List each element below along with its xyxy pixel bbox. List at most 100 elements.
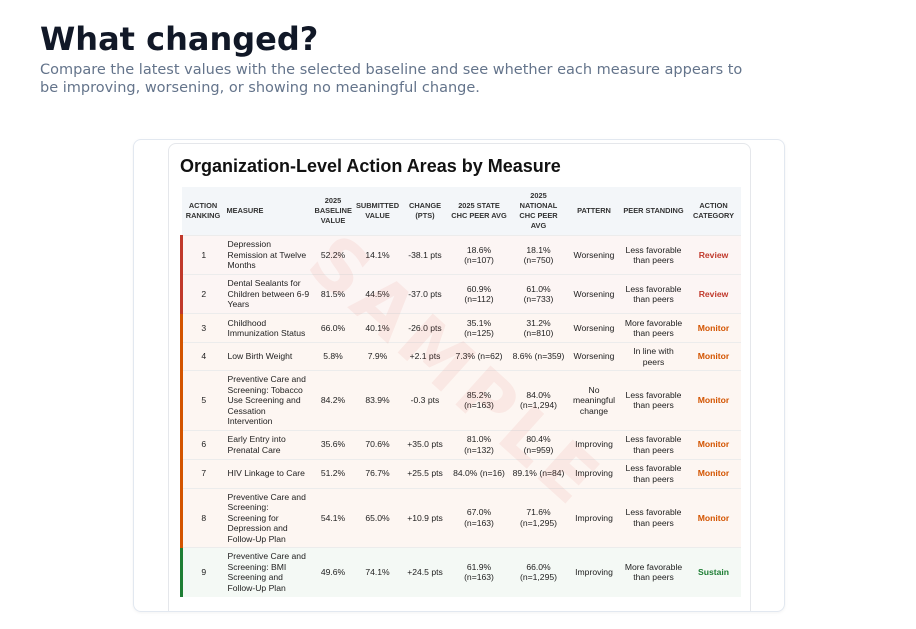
- table-cell: 40.1%: [353, 313, 402, 343]
- report-frame: Organization-Level Action Areas by Measu…: [133, 139, 785, 612]
- table-cell: 7: [180, 458, 225, 488]
- table-cell: Less favorable than peers: [620, 370, 687, 430]
- table-cell: 61.0% (n=733): [509, 274, 568, 314]
- action-category: Monitor: [686, 458, 741, 488]
- table-cell: 8: [180, 487, 225, 548]
- table-cell: +25.5 pts: [401, 458, 449, 488]
- table-cell: 7.9%: [353, 342, 402, 371]
- table-cell: 80.4% (n=959): [509, 429, 568, 459]
- card-title: Organization-Level Action Areas by Measu…: [180, 156, 561, 176]
- column-header: 2025 STATE CHC PEER AVG: [448, 187, 510, 236]
- column-header: CHANGE (PTS): [401, 187, 449, 236]
- action-category: Monitor: [686, 342, 741, 371]
- table-cell: 35.1% (n=125): [448, 313, 510, 343]
- header-row: ACTION RANKING MEASURE 2025 BASELINE VALUE…: [181, 187, 741, 236]
- table-cell: 89.1% (n=84): [509, 458, 568, 488]
- table-cell: Improving: [567, 547, 621, 597]
- table-cell: Worsening: [567, 342, 621, 371]
- table-cell: Less favorable than peers: [620, 458, 687, 488]
- table-cell: -37.0 pts: [401, 274, 449, 314]
- table-cell: 5.8%: [312, 342, 354, 371]
- table-cell: Preventive Care and Screening: Screening…: [224, 487, 313, 548]
- column-header: 2025 NATIONAL CHC PEER AVG: [509, 187, 568, 236]
- table-cell: HIV Linkage to Care: [224, 458, 313, 488]
- table-cell: 71.6% (n=1,295): [509, 487, 568, 548]
- table-cell: Childhood Immunization Status: [224, 313, 313, 343]
- column-header: PEER STANDING: [620, 187, 687, 236]
- table-cell: 7.3% (n=62): [448, 342, 510, 371]
- table-cell: 84.2%: [312, 370, 354, 430]
- column-header: PATTERN: [567, 187, 621, 236]
- table-cell: 85.2% (n=163): [448, 370, 510, 430]
- table-cell: 8.6% (n=359): [509, 342, 568, 371]
- action-category: Monitor: [686, 487, 741, 548]
- table-cell: Improving: [567, 458, 621, 488]
- table-row: 7 HIV Linkage to Care 51.2% 76.7% +25.5 pts 8…: [180, 458, 741, 488]
- table-cell: Dental Sealants for Children between 6-9…: [224, 274, 313, 314]
- table-cell: 81.5%: [312, 274, 354, 314]
- table-cell: More favorable than peers: [620, 313, 687, 343]
- table-cell: -26.0 pts: [401, 313, 449, 343]
- table-cell: 67.0% (n=163): [448, 487, 510, 548]
- table-cell: 2: [180, 274, 225, 314]
- table-cell: 4: [180, 342, 225, 371]
- table-cell: 9: [180, 547, 225, 597]
- page-title: What changed?: [40, 20, 319, 58]
- table-cell: 70.6%: [353, 429, 402, 459]
- table-cell: 35.6%: [312, 429, 354, 459]
- action-category: Review: [686, 235, 741, 275]
- table-row: 6 Early Entry into Prenatal Care 35.6% 70.6…: [180, 429, 741, 459]
- table-cell: 49.6%: [312, 547, 354, 597]
- table-cell: 18.6% (n=107): [448, 235, 510, 275]
- table-cell: 84.0% (n=16): [448, 458, 510, 488]
- column-header: 2025 BASELINE VALUE: [312, 187, 354, 236]
- table-cell: 54.1%: [312, 487, 354, 548]
- action-category: Monitor: [686, 429, 741, 459]
- table-cell: 3: [180, 313, 225, 343]
- column-header: SUBMITTED VALUE: [353, 187, 402, 236]
- table-cell: Less favorable than peers: [620, 274, 687, 314]
- table-cell: 44.5%: [353, 274, 402, 314]
- table-cell: -38.1 pts: [401, 235, 449, 275]
- table-cell: Low Birth Weight: [224, 342, 313, 371]
- table-cell: 83.9%: [353, 370, 402, 430]
- action-category: Monitor: [686, 313, 741, 343]
- table-cell: In line with peers: [620, 342, 687, 371]
- table-cell: 52.2%: [312, 235, 354, 275]
- table-cell: 14.1%: [353, 235, 402, 275]
- table-cell: 66.0% (n=1,295): [509, 547, 568, 597]
- table-cell: Depression Remission at Twelve Months: [224, 235, 313, 275]
- table-cell: 74.1%: [353, 547, 402, 597]
- table-cell: Early Entry into Prenatal Care: [224, 429, 313, 459]
- action-category: Monitor: [686, 370, 741, 430]
- table-body: 1 Depression Remission at Twelve Months 52…: [180, 235, 741, 597]
- table-row: 4 Low Birth Weight 5.8% 7.9% +2.1 pts 7.3% (n…: [180, 342, 741, 371]
- table-cell: +2.1 pts: [401, 342, 449, 371]
- table-cell: 65.0%: [353, 487, 402, 548]
- table-cell: 51.2%: [312, 458, 354, 488]
- column-header: ACTION RANKING: [181, 187, 225, 236]
- table-cell: 6: [180, 429, 225, 459]
- table-cell: More favorable than peers: [620, 547, 687, 597]
- action-category: Review: [686, 274, 741, 314]
- table-cell: 31.2% (n=810): [509, 313, 568, 343]
- table-cell: Worsening: [567, 313, 621, 343]
- table-row: 9 Preventive Care and Screening: BMI Scre…: [180, 547, 741, 597]
- action-category: Sustain: [686, 547, 741, 597]
- report-card: Organization-Level Action Areas by Measu…: [168, 143, 751, 611]
- table-cell: 18.1% (n=750): [509, 235, 568, 275]
- table-cell: Improving: [567, 487, 621, 548]
- table-row: 5 Preventive Care and Screening: Tobacco …: [180, 370, 741, 430]
- table-row: 3 Childhood Immunization Status 66.0% 40.1%…: [180, 313, 741, 343]
- table-cell: Less favorable than peers: [620, 487, 687, 548]
- table-cell: Preventive Care and Screening: Tobacco U…: [224, 370, 313, 430]
- table-cell: Preventive Care and Screening: BMI Scree…: [224, 547, 313, 597]
- table-cell: 60.9% (n=112): [448, 274, 510, 314]
- page-subtitle: Compare the latest values with the selec…: [40, 62, 743, 96]
- table-cell: Less favorable than peers: [620, 235, 687, 275]
- table-cell: 61.9% (n=163): [448, 547, 510, 597]
- table-cell: 76.7%: [353, 458, 402, 488]
- table-cell: -0.3 pts: [401, 370, 449, 430]
